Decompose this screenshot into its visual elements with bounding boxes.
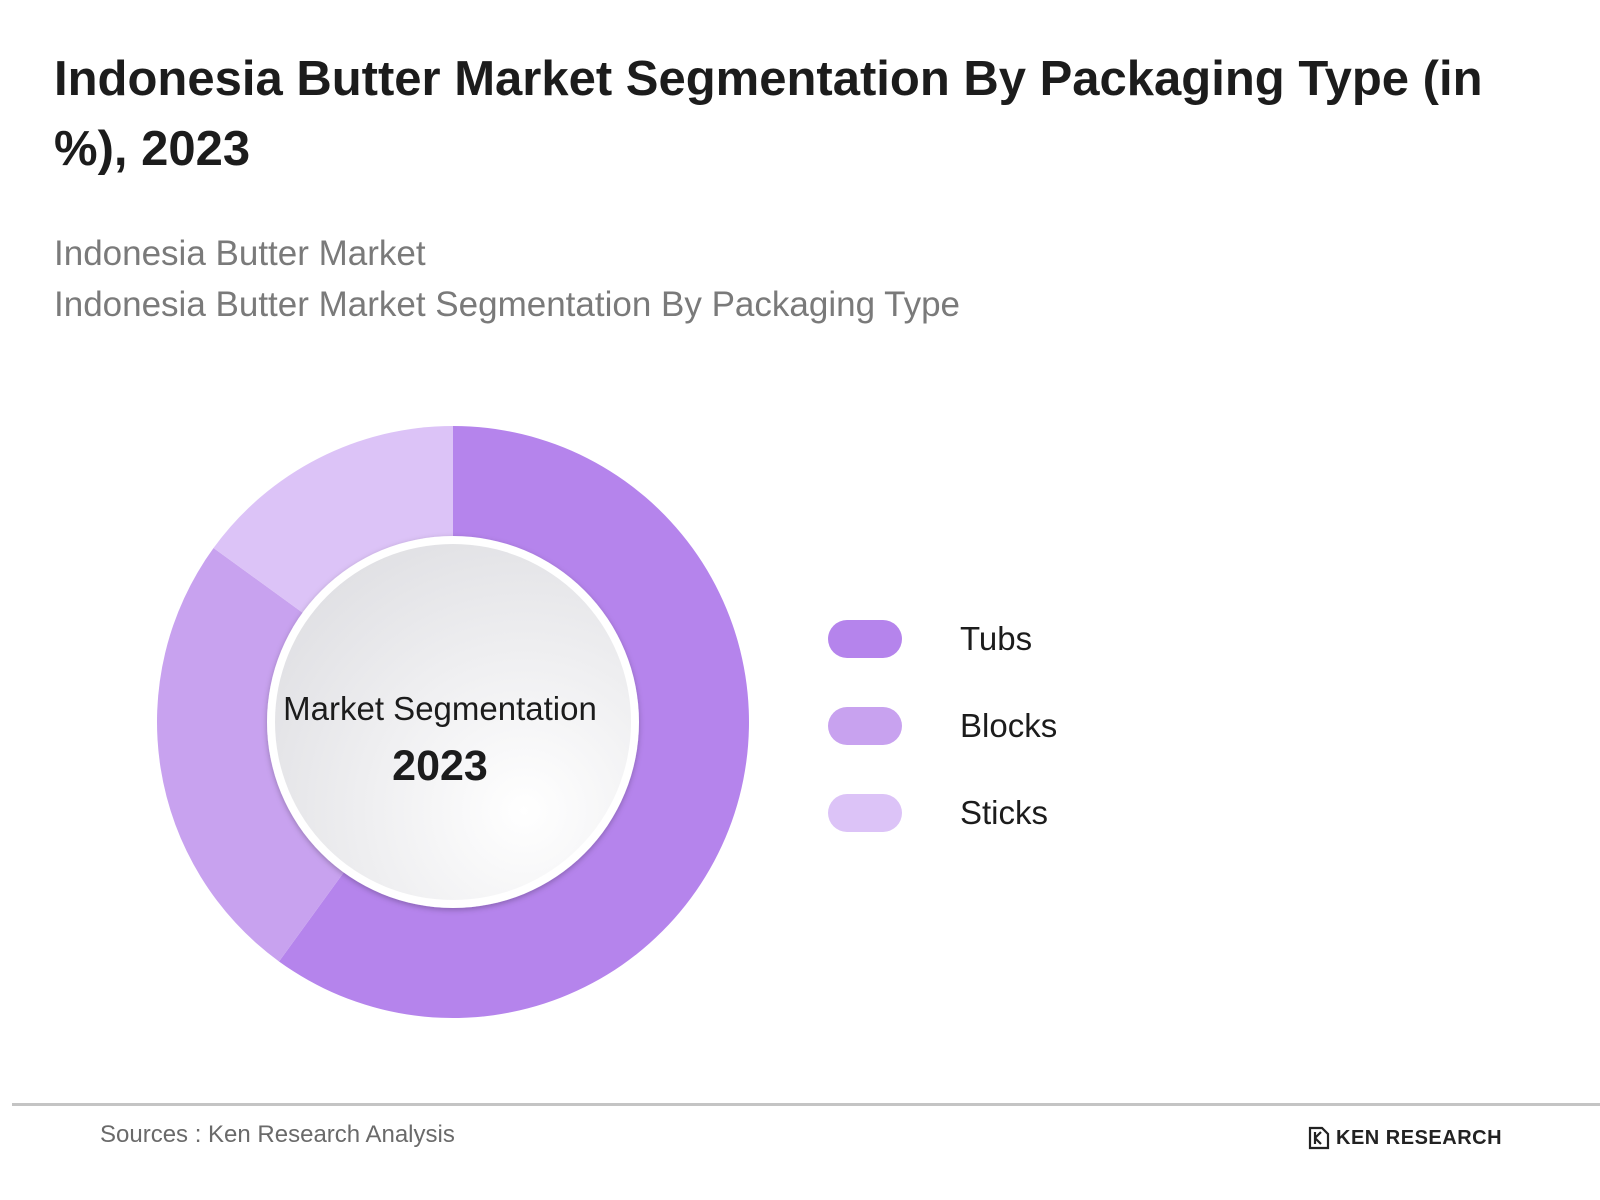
- chart-subtitle-segmentation: Indonesia Butter Market Segmentation By …: [54, 285, 961, 324]
- chart-legend: Tubs Blocks Sticks: [828, 620, 1057, 881]
- legend-label-blocks: Blocks: [960, 707, 1058, 744]
- chart-subtitle-market: Indonesia Butter Market: [54, 234, 426, 273]
- legend-label-tubs: Tubs: [960, 620, 1033, 657]
- donut-center-year: 2023: [392, 742, 488, 790]
- ken-research-logo: KEN RESEARCH: [1308, 1126, 1502, 1150]
- ken-research-logo-icon: [1308, 1126, 1330, 1150]
- legend-item-sticks: Sticks: [828, 794, 1057, 832]
- donut-chart: Market Segmentation 2023: [156, 426, 749, 1019]
- legend-label-sticks: Sticks: [960, 794, 1049, 831]
- legend-swatch-tubs: [828, 620, 902, 658]
- legend-swatch-blocks: [828, 707, 902, 745]
- chart-title: Indonesia Butter Market Segmentation By …: [54, 52, 1483, 176]
- legend-swatch-sticks: [828, 794, 902, 832]
- footer-divider: [12, 1103, 1600, 1106]
- source-note: Sources : Ken Research Analysis: [100, 1121, 455, 1148]
- ken-research-logo-text: KEN RESEARCH: [1336, 1126, 1503, 1149]
- donut-center-label: Market Segmentation: [283, 690, 597, 727]
- donut-center-disc: [275, 544, 631, 900]
- legend-item-tubs: Tubs: [828, 620, 1057, 658]
- legend-item-blocks: Blocks: [828, 707, 1057, 745]
